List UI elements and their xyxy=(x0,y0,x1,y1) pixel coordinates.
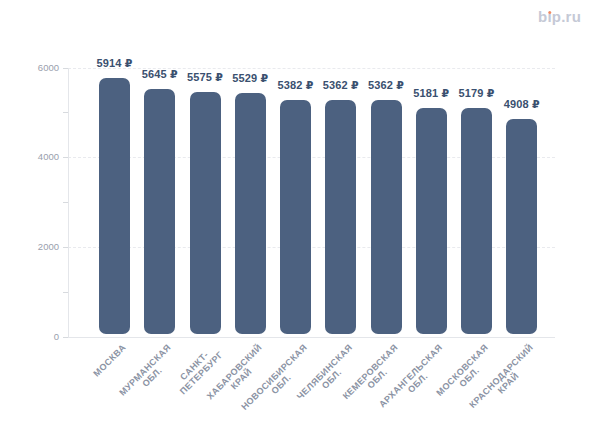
y-tick-label-2000: 2000 xyxy=(10,241,59,253)
x-tick-label: МОСКВА xyxy=(92,343,128,379)
bar-6 xyxy=(325,100,356,334)
x-axis-line xyxy=(68,337,555,338)
bar-10 xyxy=(506,119,537,334)
x-tick-label: МУРМАНСКАЯОБЛ. xyxy=(118,343,180,405)
bar-8 xyxy=(416,108,447,334)
bar-5 xyxy=(280,100,311,335)
bar-9 xyxy=(461,108,492,334)
y-tick-label-6000: 6000 xyxy=(10,62,59,74)
bar-7 xyxy=(371,100,402,334)
y-tick-label-0: 0 xyxy=(10,331,59,343)
bar-4 xyxy=(235,93,266,334)
bar-3 xyxy=(190,92,221,335)
bar-2 xyxy=(144,89,175,334)
bar-value-label: 4908 ₽ xyxy=(492,98,552,110)
bar-1 xyxy=(99,78,130,335)
y-axis-line xyxy=(68,68,69,338)
y-tick-label-4000: 4000 xyxy=(10,151,59,163)
chart-canvas: bıp.ru 02000400060005914 ₽МОСКВА5645 ₽МУ… xyxy=(0,0,600,427)
bar-chart: 02000400060005914 ₽МОСКВА5645 ₽МУРМАНСКА… xyxy=(0,0,600,427)
